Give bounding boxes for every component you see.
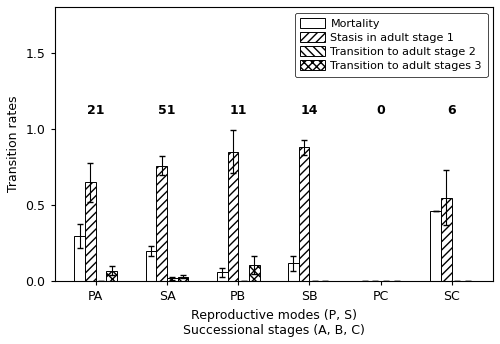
X-axis label: Reproductive modes (P, S)
Successional stages (A, B, C): Reproductive modes (P, S) Successional s…: [183, 309, 364, 337]
Legend: Mortality, Stasis in adult stage 1, Transition to adult stage 2, Transition to a: Mortality, Stasis in adult stage 1, Tran…: [295, 12, 488, 77]
Bar: [146, 251, 156, 281]
Bar: [217, 272, 228, 281]
Text: 0: 0: [376, 104, 385, 117]
Bar: [228, 152, 238, 281]
Bar: [298, 147, 310, 281]
Bar: [441, 197, 452, 281]
Text: 11: 11: [230, 104, 247, 117]
Text: 14: 14: [300, 104, 318, 117]
Bar: [167, 278, 177, 281]
Bar: [74, 236, 85, 281]
Bar: [288, 263, 298, 281]
Text: 51: 51: [158, 104, 176, 117]
Bar: [85, 182, 96, 281]
Bar: [430, 211, 441, 281]
Bar: [249, 265, 260, 281]
Bar: [156, 165, 167, 281]
Bar: [106, 271, 117, 281]
Text: 21: 21: [87, 104, 104, 117]
Text: 6: 6: [448, 104, 456, 117]
Y-axis label: Transition rates: Transition rates: [7, 96, 20, 192]
Bar: [178, 277, 188, 281]
